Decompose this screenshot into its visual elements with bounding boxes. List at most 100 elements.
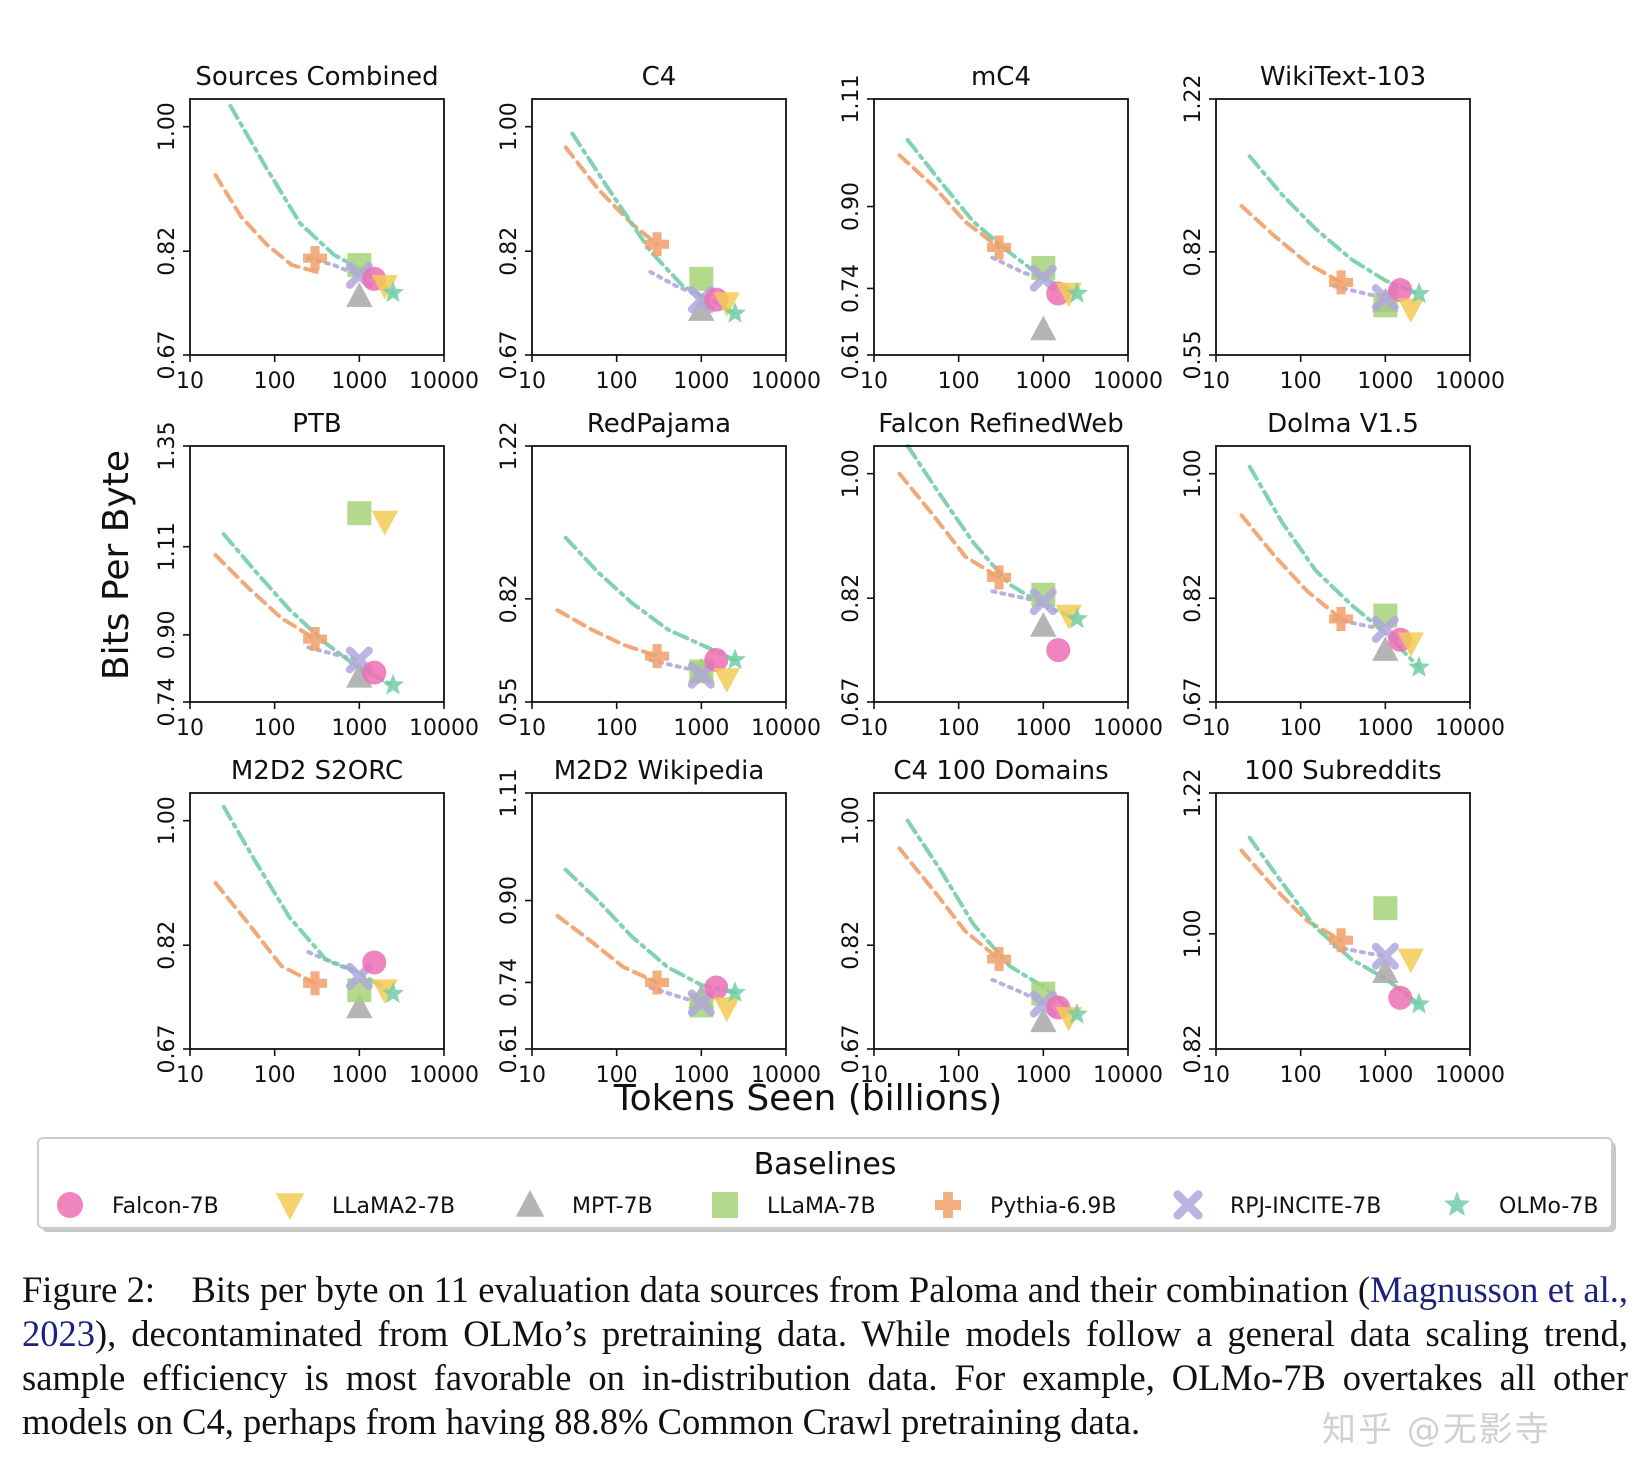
y-tick-label: 1.11	[497, 769, 522, 818]
plot-frame	[531, 792, 787, 1050]
pythia-trend-line	[897, 153, 1002, 250]
olmo-point	[382, 673, 404, 695]
x-tick-label: 10	[1202, 369, 1230, 394]
subplot: M2D2 Wikipedia 10 100 1000 10000 0.61 0.74 0.90…	[497, 756, 821, 1088]
y-tick-label: 0.90	[155, 610, 180, 659]
x-tick-label: 1000	[673, 369, 729, 394]
legend-label: LLaMA2-7B	[332, 1194, 455, 1219]
x-tick-label: 10	[860, 369, 888, 394]
plot-frame	[531, 98, 787, 356]
pythia-trend-line	[213, 880, 318, 986]
olmo-point	[1408, 655, 1430, 677]
subplot-title: C4	[642, 62, 677, 92]
olmo-trend-line	[563, 867, 737, 995]
llama-point	[347, 501, 372, 526]
subplot-title: mC4	[971, 62, 1031, 92]
x-tick-label: 1000	[331, 716, 387, 741]
mpt-point	[1372, 636, 1399, 661]
x-tick-label: 1000	[331, 1063, 387, 1088]
y-tick-label: 1.00	[1181, 909, 1206, 958]
caption-citation-link[interactable]: Magnusson et al., 2023	[22, 1269, 1629, 1354]
pythia-point	[645, 232, 670, 257]
x-tick-label: 10000	[409, 1063, 479, 1088]
x-tick-label: 10	[176, 369, 204, 394]
subplot: 100 Subreddits 10 100 1000 10000 0.82 1.00 1.22	[1181, 756, 1505, 1088]
mpt-point	[346, 993, 373, 1019]
subplot: Falcon RefinedWeb 10 100 1000 10000 0.67 0.82 1…	[839, 409, 1163, 741]
legend-label: Falcon-7B	[112, 1194, 219, 1219]
pythia-trend-line	[1239, 513, 1344, 621]
x-axis-label: Tokens Seen (billions)	[613, 1078, 1003, 1119]
x-tick-label: 1000	[1015, 369, 1071, 394]
mpt-point	[1030, 315, 1057, 341]
x-tick-label: 10000	[1435, 369, 1505, 394]
legend-item: OLMo-7B	[1444, 1191, 1598, 1219]
subplot-title: Dolma V1.5	[1267, 409, 1419, 439]
pythia-trend-line	[897, 846, 1002, 962]
llama2-point	[713, 292, 741, 317]
pythia-trend-line	[213, 173, 320, 274]
y-tick-label: 0.82	[1181, 574, 1206, 623]
x-tick-label: 1000	[673, 716, 729, 741]
legend-title: Baselines	[754, 1147, 897, 1182]
olmo-point	[1408, 992, 1430, 1014]
figure-caption: Figure 2: Bits per byte on 11 evaluation…	[22, 1268, 1628, 1444]
pythia-trend-line	[897, 471, 1002, 580]
mpt-point	[346, 663, 373, 688]
llama-legend-marker	[712, 1192, 738, 1218]
falcon-point	[704, 647, 729, 672]
subplot-title: WikiText-103	[1260, 62, 1426, 92]
olmo-trend-line	[1247, 154, 1421, 296]
x-tick-label: 10000	[751, 1063, 821, 1088]
subplot: RedPajama 10 100 1000 10000 0.55 0.82 1.22	[497, 409, 821, 741]
olmo-trend-line	[563, 535, 737, 662]
x-tick-label: 100	[1280, 716, 1322, 741]
olmo-point	[1066, 282, 1088, 303]
pythia-point	[645, 970, 670, 995]
pythia-trend-line	[1239, 848, 1344, 943]
olmo-legend-marker	[1444, 1191, 1470, 1216]
pythia-point	[987, 235, 1012, 260]
y-tick-label: 0.74	[839, 264, 864, 313]
pythia-point	[1329, 928, 1354, 953]
y-tick-label: 0.82	[497, 227, 522, 276]
x-tick-label: 10000	[409, 716, 479, 741]
olmo-point	[382, 982, 404, 1003]
plot-frame	[1215, 98, 1471, 356]
y-tick-label: 1.00	[155, 102, 180, 151]
pythia-trend-line	[213, 553, 318, 641]
llama2-point	[1397, 948, 1425, 974]
x-tick-label: 10000	[1435, 716, 1505, 741]
legend-item: LLaMA2-7B	[275, 1193, 455, 1220]
olmo-point	[1066, 1002, 1088, 1024]
plot-frame	[189, 98, 445, 356]
x-tick-label: 10	[518, 369, 546, 394]
plot-frame	[531, 445, 787, 703]
y-tick-label: 1.22	[497, 422, 522, 471]
y-tick-label: 1.22	[1181, 769, 1206, 818]
x-tick-label: 1000	[1357, 1063, 1413, 1088]
legend-item: RPJ-INCITE-7B	[1173, 1190, 1381, 1220]
plot-frame	[189, 445, 445, 703]
llama2-point	[713, 997, 741, 1022]
y-tick-label: 1.00	[839, 796, 864, 845]
legend-item: MPT-7B	[515, 1190, 653, 1219]
subplot-title: M2D2 S2ORC	[231, 756, 403, 786]
y-tick-label: 0.90	[839, 182, 864, 231]
falcon-point	[1388, 278, 1413, 303]
subplot-title: C4 100 Domains	[893, 756, 1108, 786]
x-tick-label: 10	[860, 1063, 888, 1088]
subplot: Sources Combined 10 100 1000 10000 0.67 0.82 1.…	[155, 62, 479, 394]
x-tick-label: 10000	[1093, 716, 1163, 741]
x-tick-label: 1000	[1357, 716, 1413, 741]
caption-text-1: Figure 2: Bits per byte on 11 evaluation…	[22, 1269, 1371, 1310]
llama-point	[1373, 896, 1398, 921]
subplot: M2D2 S2ORC 10 100 1000 10000 0.67 0.82 1.00	[155, 756, 479, 1088]
x-tick-label: 100	[938, 1063, 980, 1088]
subplot-title: Sources Combined	[195, 62, 438, 92]
legend-item: LLaMA-7B	[712, 1192, 876, 1219]
watermark: 知乎 @无影寺	[1322, 1410, 1551, 1450]
y-tick-label: 0.82	[839, 574, 864, 623]
x-tick-label: 1000	[1015, 716, 1071, 741]
x-tick-label: 1000	[1015, 1063, 1071, 1088]
